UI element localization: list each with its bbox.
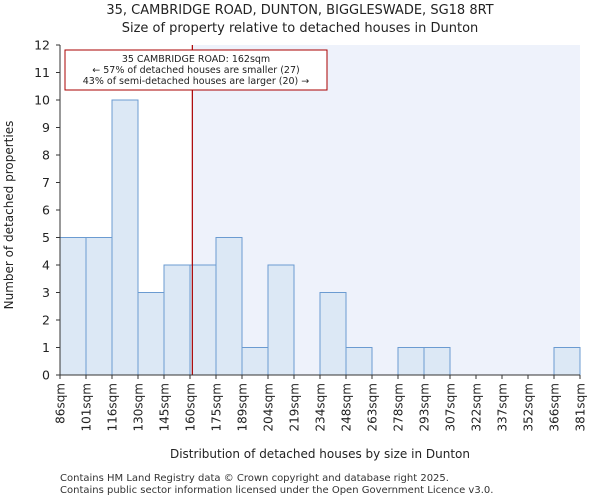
- y-tick-label: 7: [42, 175, 50, 190]
- x-tick-label: 322sqm: [470, 383, 484, 431]
- x-tick-label: 204sqm: [262, 383, 276, 431]
- bar: [553, 347, 581, 376]
- annotation-box: [64, 49, 328, 91]
- x-tick-label: 86sqm: [54, 383, 68, 424]
- x-tick-label: 189sqm: [236, 383, 250, 431]
- x-tick-label: 145sqm: [158, 383, 172, 431]
- y-tick-label: 0: [42, 368, 50, 383]
- y-tick-label: 10: [34, 93, 50, 108]
- x-tick-label: 278sqm: [392, 383, 406, 431]
- x-tick-label: 234sqm: [314, 383, 328, 431]
- bar: [241, 347, 269, 376]
- x-tick-label: 352sqm: [522, 383, 536, 431]
- bar: [215, 237, 243, 376]
- bar: [267, 264, 295, 376]
- annotation-line: 43% of semi-detached houses are larger (…: [83, 76, 310, 87]
- bar: [111, 99, 139, 376]
- x-tick-label: 381sqm: [574, 383, 588, 431]
- x-tick-label: 263sqm: [366, 383, 380, 431]
- annotation-line: 35 CAMBRIDGE ROAD: 162sqm: [122, 54, 270, 65]
- x-tick-label: 130sqm: [132, 383, 146, 431]
- y-tick-label: 4: [42, 258, 50, 273]
- footer-line-1: Contains HM Land Registry data © Crown c…: [60, 473, 449, 484]
- chart-title: 35, CAMBRIDGE ROAD, DUNTON, BIGGLESWADE,…: [106, 3, 494, 18]
- footer-line-2: Contains public sector information licen…: [60, 485, 494, 496]
- annotation-line: ← 57% of detached houses are smaller (27…: [92, 65, 299, 76]
- bar: [423, 347, 451, 376]
- highlight-region: [192, 45, 580, 375]
- y-tick-label: 5: [42, 230, 50, 245]
- y-tick-label: 3: [42, 285, 50, 300]
- x-tick-label: 307sqm: [444, 383, 458, 431]
- bar: [319, 292, 347, 376]
- y-tick-label: 8: [42, 148, 50, 163]
- y-tick-label: 12: [34, 38, 50, 53]
- bar: [85, 237, 113, 376]
- y-tick-label: 1: [42, 340, 50, 355]
- x-tick-label: 366sqm: [548, 383, 562, 431]
- x-tick-label: 293sqm: [418, 383, 432, 431]
- x-tick-label: 175sqm: [210, 383, 224, 431]
- x-axis-label: Distribution of detached houses by size …: [170, 447, 470, 461]
- y-tick-label: 9: [42, 120, 50, 135]
- x-tick-label: 248sqm: [340, 383, 354, 431]
- x-tick-label: 337sqm: [496, 383, 510, 431]
- bar: [189, 264, 217, 376]
- bar: [137, 292, 165, 376]
- bar: [59, 237, 87, 376]
- x-tick-label: 219sqm: [288, 383, 302, 431]
- bar: [345, 347, 373, 376]
- y-tick-label: 11: [34, 65, 50, 80]
- y-axis-label: Number of detached properties: [2, 121, 16, 310]
- x-tick-label: 101sqm: [80, 383, 94, 431]
- chart-subtitle: Size of property relative to detached ho…: [121, 21, 479, 36]
- y-tick-label: 2: [42, 313, 50, 328]
- x-tick-label: 160sqm: [184, 383, 198, 431]
- bar: [397, 347, 425, 376]
- x-tick-label: 116sqm: [106, 383, 120, 431]
- bar: [163, 264, 191, 376]
- y-tick-label: 6: [42, 203, 50, 218]
